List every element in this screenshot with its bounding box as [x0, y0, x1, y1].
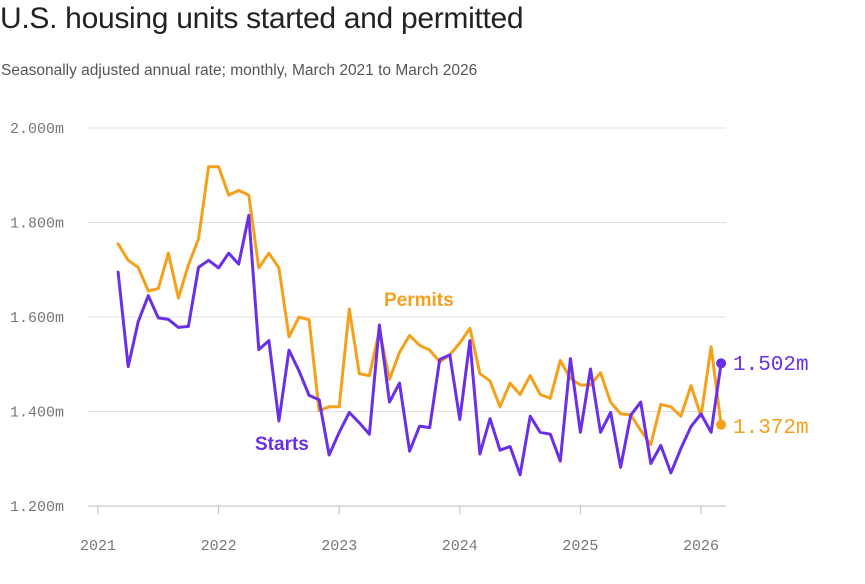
- x-tick-label: 2022: [201, 538, 237, 555]
- starts-series-label: Starts: [255, 434, 309, 455]
- series-labels: Starts Permits 1.502m 1.372m: [255, 290, 809, 455]
- permits-series-label: Permits: [384, 290, 454, 311]
- x-tick-label: 2025: [562, 538, 598, 555]
- x-tick-label: 2026: [683, 538, 719, 555]
- starts-end-point: [716, 358, 727, 369]
- chart-title: U.S. housing units started and permitted: [0, 2, 524, 35]
- y-tick-label: 1.600m: [10, 310, 64, 327]
- series-lines: [116, 165, 727, 477]
- permits-line: [116, 165, 723, 447]
- chart-subtitle: Seasonally adjusted annual rate; monthly…: [1, 62, 478, 79]
- y-tick-label: 1.400m: [10, 405, 64, 422]
- starts-end-value: 1.502m: [733, 354, 809, 377]
- x-tick-label: 2021: [80, 538, 116, 555]
- y-axis-ticks: 2.000m 1.800m 1.600m 1.400m 1.200m: [10, 121, 64, 516]
- y-tick-label: 1.200m: [10, 499, 64, 516]
- y-tick-label: 1.800m: [10, 216, 64, 233]
- permits-end-value: 1.372m: [733, 417, 809, 440]
- gridlines: [88, 127, 726, 507]
- permits-end-point: [716, 419, 727, 430]
- x-tick-label: 2024: [442, 538, 478, 555]
- starts-line: [116, 213, 723, 477]
- y-tick-label: 2.000m: [10, 121, 64, 138]
- x-axis: 2021 2022 2023 2024 2025 2026: [80, 505, 726, 555]
- x-tick-label: 2023: [321, 538, 357, 555]
